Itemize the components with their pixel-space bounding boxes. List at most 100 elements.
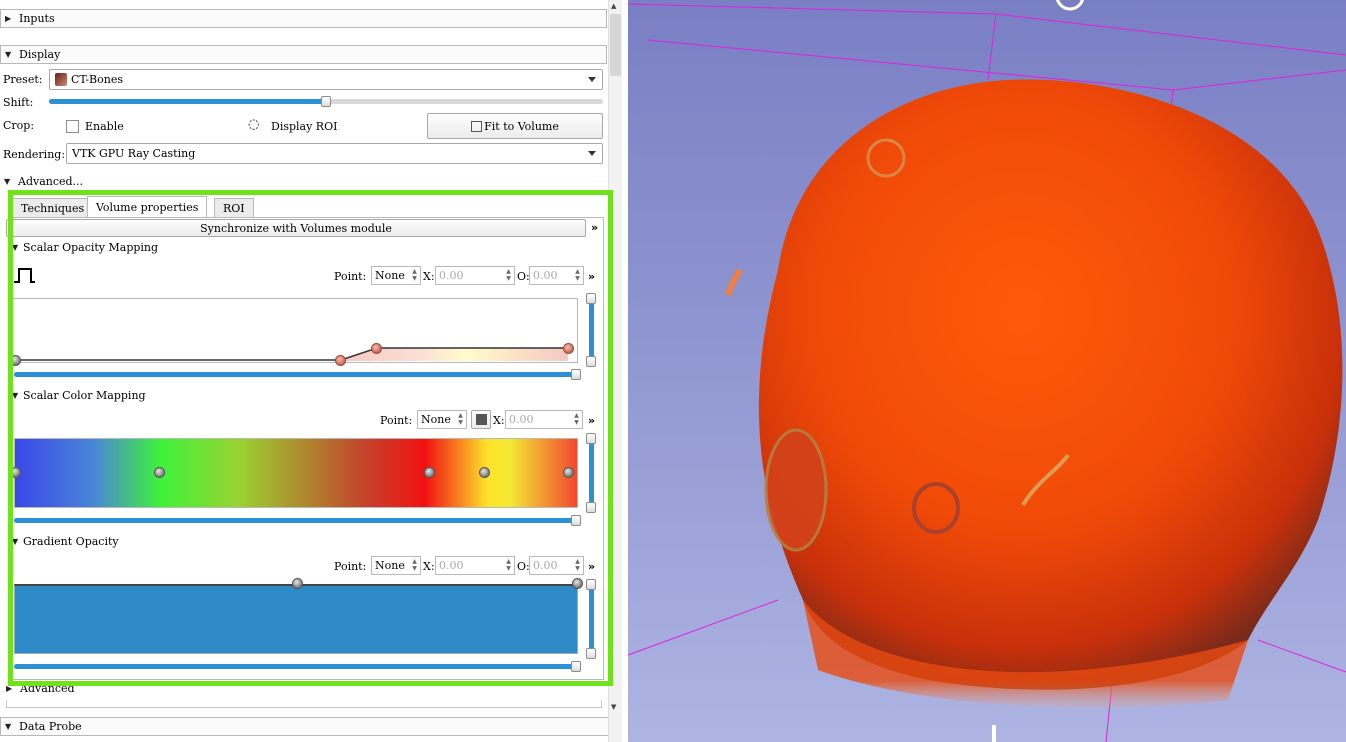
double-chevron-right-icon[interactable]: » xyxy=(588,270,596,283)
step-function-icon[interactable] xyxy=(14,267,36,285)
tab-roi-label: ROI xyxy=(223,202,245,215)
double-chevron-right-icon[interactable]: » xyxy=(588,414,596,427)
collapsed-arrow-icon: ▶ xyxy=(5,14,12,23)
crop-label: Crop: xyxy=(3,119,35,132)
opacity-vertical-handle[interactable] xyxy=(586,356,596,367)
scroll-up-icon[interactable]: ▲ xyxy=(611,2,617,10)
gradient-o-value: 0.00 xyxy=(533,559,558,572)
opacity-range-slider[interactable] xyxy=(14,372,580,377)
ring-marker xyxy=(866,138,906,178)
tab-volume-properties[interactable]: Volume properties xyxy=(87,196,208,218)
opacity-node[interactable] xyxy=(371,343,382,354)
fit-to-volume-button[interactable]: Fit to Volume xyxy=(427,113,603,139)
gradient-range-slider[interactable] xyxy=(14,664,580,669)
opacity-range-handle[interactable] xyxy=(571,369,581,380)
scalar-color-header[interactable]: ▼ Scalar Color Mapping xyxy=(12,389,146,402)
scalar-opacity-editor[interactable] xyxy=(12,298,579,364)
data-probe-section-header[interactable]: ▼ Data Probe xyxy=(0,717,622,736)
opacity-node[interactable] xyxy=(563,343,574,354)
gradient-vertical-handle[interactable] xyxy=(586,648,596,659)
advanced-bottom-header[interactable]: ▶ Advanced xyxy=(6,682,75,695)
expanded-arrow-icon: ▼ xyxy=(12,391,19,400)
3d-view[interactable] xyxy=(628,0,1346,742)
synchronize-button[interactable]: Synchronize with Volumes module xyxy=(6,219,586,237)
preset-label: Preset: xyxy=(3,73,43,86)
color-swatch xyxy=(475,414,487,425)
spin-arrows-icon: ▲ ▼ xyxy=(458,412,463,426)
color-node[interactable] xyxy=(424,467,435,478)
gradient-vertical-range-slider[interactable] xyxy=(589,584,594,654)
expanded-arrow-icon: ▼ xyxy=(5,50,12,59)
gradient-o-spinbox[interactable]: 0.00 ▲ ▼ xyxy=(529,556,584,575)
spin-arrows-icon: ▲ ▼ xyxy=(575,268,580,282)
gradient-vertical-handle[interactable] xyxy=(586,579,596,590)
opacity-x-spinbox[interactable]: 0.00 ▲ ▼ xyxy=(435,266,515,285)
display-section-header[interactable]: ▼ Display xyxy=(0,45,607,64)
double-chevron-right-icon[interactable]: » xyxy=(591,221,599,234)
advanced-frame xyxy=(6,700,602,708)
color-node[interactable] xyxy=(10,467,21,478)
opacity-node[interactable] xyxy=(335,355,346,366)
color-x-spinbox[interactable]: 0.00 ▲ ▼ xyxy=(505,410,583,429)
gradient-opacity-editor[interactable] xyxy=(14,584,578,654)
color-picker-button[interactable] xyxy=(471,410,491,429)
opacity-vertical-range-slider[interactable] xyxy=(589,298,594,364)
eye-icon[interactable]: ◌ xyxy=(248,117,260,132)
opacity-x-label: X: xyxy=(423,270,435,283)
3d-render[interactable] xyxy=(628,0,1346,742)
preset-value: CT-Bones xyxy=(71,73,123,86)
orientation-marker-icon[interactable] xyxy=(1056,0,1084,11)
color-point-value: None xyxy=(421,413,451,426)
scalar-color-title: Scalar Color Mapping xyxy=(23,389,146,402)
shift-slider-fill xyxy=(49,99,326,104)
color-x-value: 0.00 xyxy=(509,413,534,426)
preset-combo[interactable]: CT-Bones xyxy=(49,69,603,90)
ear-shape xyxy=(764,428,828,552)
crop-enable-checkbox[interactable] xyxy=(66,120,79,133)
gradient-point-value: None xyxy=(375,559,405,572)
display-roi-label[interactable]: Display ROI xyxy=(271,120,338,133)
inputs-section-label: Inputs xyxy=(19,12,55,25)
scrollbar-thumb[interactable] xyxy=(610,14,621,76)
gradient-point-spinbox[interactable]: None ▲ ▼ xyxy=(371,556,421,575)
color-vertical-handle[interactable] xyxy=(586,502,596,513)
color-range-handle[interactable] xyxy=(571,515,581,526)
color-node[interactable] xyxy=(563,467,574,478)
tab-roi[interactable]: ROI xyxy=(214,198,254,218)
color-point-spinbox[interactable]: None ▲ ▼ xyxy=(417,410,467,429)
color-node[interactable] xyxy=(154,467,165,478)
chevron-down-icon xyxy=(588,77,596,82)
advanced-toggle-label: Advanced... xyxy=(18,174,84,188)
fit-crosshair-icon xyxy=(471,120,483,132)
scalar-color-editor[interactable] xyxy=(14,438,578,508)
rendering-combo[interactable]: VTK GPU Ray Casting xyxy=(66,143,603,164)
opacity-node[interactable] xyxy=(10,355,21,366)
gradient-x-spinbox[interactable]: 0.00 ▲ ▼ xyxy=(435,556,515,575)
gradient-range-handle[interactable] xyxy=(571,661,581,672)
opacity-point-spinbox[interactable]: None ▲ ▼ xyxy=(371,266,421,285)
shift-slider-handle[interactable] xyxy=(321,96,331,107)
color-vertical-range-slider[interactable] xyxy=(589,438,594,508)
color-vertical-handle[interactable] xyxy=(586,433,596,444)
opacity-vertical-handle[interactable] xyxy=(586,293,596,304)
advanced-toggle[interactable]: ▼ Advanced... xyxy=(0,173,607,189)
color-node[interactable] xyxy=(479,467,490,478)
vessel-line xyxy=(1021,453,1070,507)
spin-arrows-icon: ▲ ▼ xyxy=(574,412,579,426)
scalar-opacity-title: Scalar Opacity Mapping xyxy=(23,241,159,254)
gradient-node[interactable] xyxy=(292,578,303,589)
head-edge xyxy=(725,268,743,296)
tab-techniques[interactable]: Techniques xyxy=(12,198,94,218)
scroll-down-icon[interactable]: ▼ xyxy=(611,703,617,711)
inputs-section-header[interactable]: ▶ Inputs xyxy=(0,9,607,28)
color-range-slider[interactable] xyxy=(14,518,580,523)
scalar-opacity-header[interactable]: ▼ Scalar Opacity Mapping xyxy=(12,241,158,254)
double-chevron-right-icon[interactable]: » xyxy=(588,560,596,573)
panel-scrollbar[interactable]: ▲ ▼ xyxy=(608,0,622,742)
opacity-o-spinbox[interactable]: 0.00 ▲ ▼ xyxy=(529,266,584,285)
gradient-point-label: Point: xyxy=(334,560,367,573)
rendering-value: VTK GPU Ray Casting xyxy=(72,147,196,160)
rendering-label: Rendering: xyxy=(3,148,66,161)
gradient-opacity-header[interactable]: ▼ Gradient Opacity xyxy=(12,535,119,548)
gradient-node[interactable] xyxy=(572,578,583,589)
